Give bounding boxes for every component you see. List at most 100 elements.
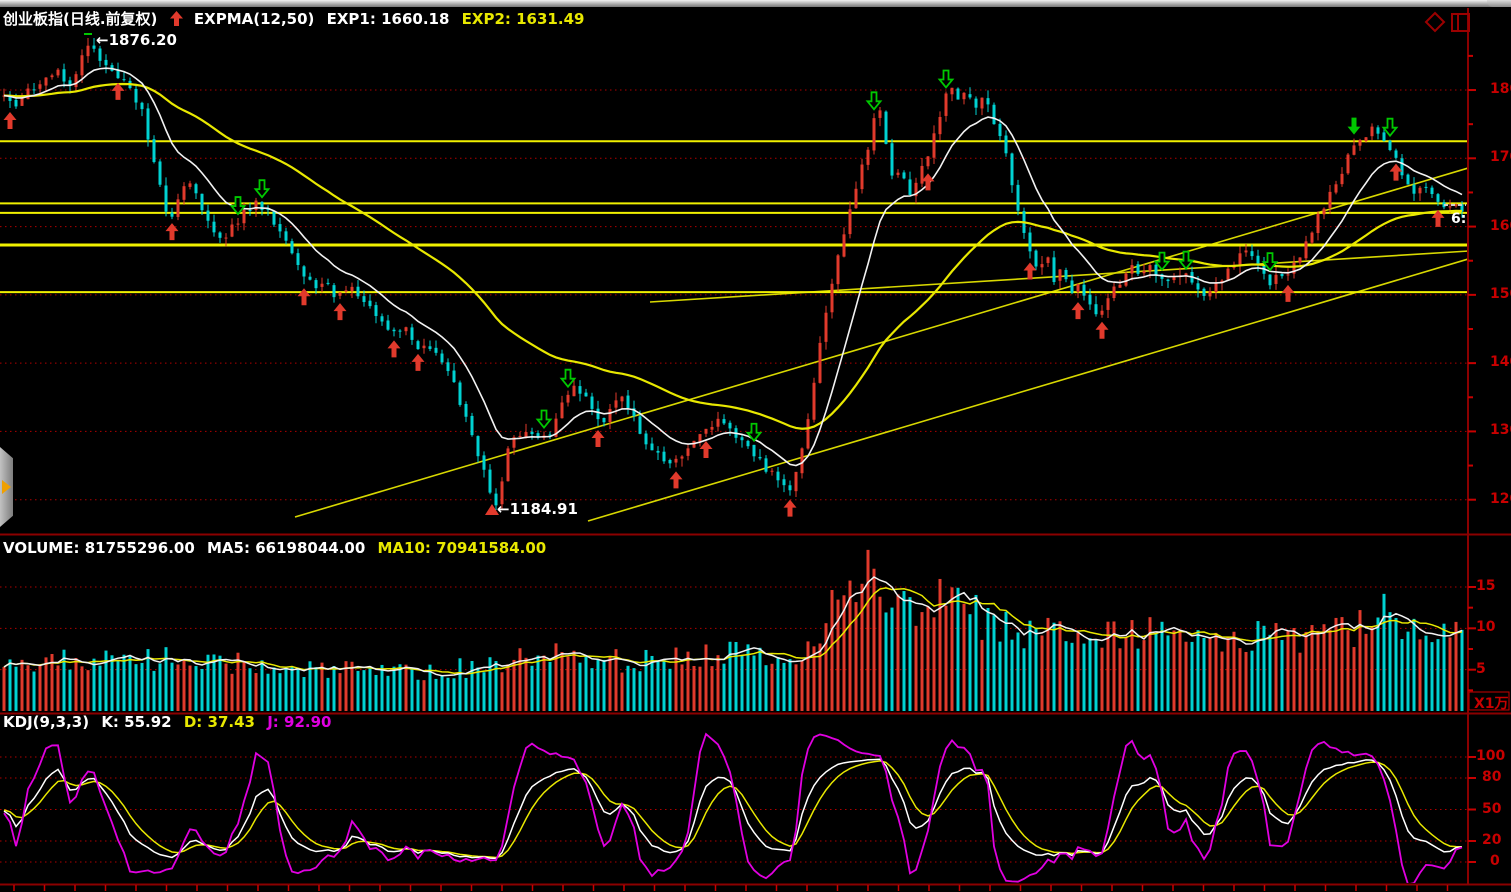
candle-body xyxy=(848,209,852,235)
volume-bar xyxy=(572,650,576,711)
candle-body xyxy=(686,448,690,456)
candle-body xyxy=(278,224,282,232)
volume-bar xyxy=(926,606,930,711)
candle-body xyxy=(1370,126,1374,137)
volume-bar xyxy=(1202,637,1206,711)
volume-bar xyxy=(164,647,168,711)
volume-bar xyxy=(260,660,264,711)
volume-bar xyxy=(1148,617,1152,711)
candle-body xyxy=(1358,139,1362,146)
candle-body xyxy=(1202,288,1206,296)
volume-bar xyxy=(770,663,774,711)
volume-bar xyxy=(56,665,60,711)
volume-bar xyxy=(1340,617,1344,711)
volume-bar xyxy=(1142,640,1146,711)
candle-body xyxy=(92,45,96,49)
candle-body xyxy=(1298,257,1302,263)
kdj-axis-label: 80 xyxy=(1482,769,1502,785)
candle-body xyxy=(50,75,54,78)
volume-bar xyxy=(1418,639,1422,711)
volume-bar xyxy=(1292,628,1296,711)
volume-bar xyxy=(680,664,684,711)
volume-bar xyxy=(590,668,594,711)
candle-body xyxy=(1196,283,1200,290)
volume-bar xyxy=(1442,623,1446,711)
buy-signal-arrow xyxy=(1281,284,1295,302)
volume-unit-label: X1万 xyxy=(1474,696,1509,712)
volume-bar xyxy=(266,673,270,711)
split-window-icon[interactable] xyxy=(1451,13,1470,32)
volume-bar xyxy=(86,670,90,711)
candle-body xyxy=(104,59,108,66)
exp1-value: EXP1: 1660.18 xyxy=(326,10,450,28)
candle-body xyxy=(932,133,936,158)
volume-bar xyxy=(104,650,108,711)
scrollbar-end-cap[interactable] xyxy=(1487,0,1511,7)
panel-expand-tab[interactable] xyxy=(0,447,13,527)
volume-bar xyxy=(1370,626,1374,711)
volume-bar xyxy=(224,663,228,711)
volume-bar xyxy=(1106,621,1110,711)
volume-bar xyxy=(668,668,672,711)
volume-bar xyxy=(1262,625,1266,711)
candle-body xyxy=(1112,286,1116,299)
candle-body xyxy=(224,237,228,239)
candle-body xyxy=(626,395,630,409)
candle-body xyxy=(410,327,414,340)
volume-bar xyxy=(290,667,294,711)
volume-bar xyxy=(1160,621,1164,711)
candle-body xyxy=(38,84,42,89)
volume-bar xyxy=(992,615,996,711)
candle-body xyxy=(158,161,162,185)
candle-body xyxy=(1400,158,1404,176)
candle-body xyxy=(656,450,660,453)
candle-body xyxy=(608,408,612,423)
candle-body xyxy=(962,92,966,100)
volume-bar xyxy=(482,672,486,711)
volume-bar xyxy=(350,661,354,711)
diamond-icon[interactable] xyxy=(1424,11,1446,33)
candle-body xyxy=(836,255,840,285)
horizontal-scrollbar[interactable] xyxy=(0,0,1511,7)
candle-body xyxy=(194,184,198,194)
candle-body xyxy=(1136,264,1140,274)
candle-body xyxy=(56,69,60,76)
volume-bar xyxy=(596,659,600,711)
symbol-title: 创业板指(日线.前复权) xyxy=(3,10,158,28)
volume-bar xyxy=(8,659,12,711)
candle-body xyxy=(596,408,600,420)
volume-bar xyxy=(188,665,192,711)
kdj-k-value: K: 55.92 xyxy=(101,713,172,731)
volume-bar xyxy=(1274,623,1278,711)
volume-bar xyxy=(1196,630,1200,711)
volume-bar xyxy=(1136,648,1140,711)
price-axis-label: 1500 xyxy=(1490,285,1511,302)
volume-bar xyxy=(674,647,678,711)
kdj-axis-label: 20 xyxy=(1482,832,1502,848)
candle-body xyxy=(440,353,444,363)
volume-bar xyxy=(92,658,96,711)
volume-bar xyxy=(14,666,18,711)
candle-body xyxy=(1286,274,1290,276)
candle-body xyxy=(296,253,300,265)
candle-body xyxy=(668,459,672,464)
candle-body xyxy=(368,300,372,307)
volume-bar xyxy=(956,587,960,711)
volume-bar xyxy=(1298,652,1302,711)
sell-signal-arrow xyxy=(253,179,271,199)
candle-body xyxy=(1334,184,1338,193)
candle-body xyxy=(146,108,150,140)
candle-body xyxy=(968,94,972,98)
volume-bar xyxy=(884,612,888,711)
candle-body xyxy=(584,392,588,397)
candle-body xyxy=(338,292,342,296)
volume-bar xyxy=(878,596,882,711)
price-axis-label: 1600 xyxy=(1490,217,1511,234)
volume-bar xyxy=(1088,638,1092,711)
exp2-line xyxy=(3,82,1463,430)
candle-body xyxy=(1118,284,1122,288)
sell-signal-arrow xyxy=(1381,117,1399,138)
volume-bar xyxy=(338,673,342,711)
volume-bar xyxy=(872,568,876,711)
